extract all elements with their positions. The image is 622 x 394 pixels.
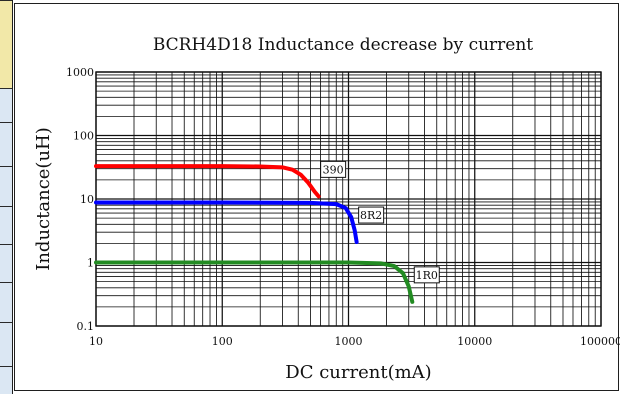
series-line [94, 260, 415, 304]
plot-border [95, 71, 602, 327]
strip-cell [0, 166, 12, 206]
series-label-box [320, 160, 347, 178]
series-line [94, 200, 359, 245]
strip-cell [0, 322, 12, 366]
strip-cell [0, 122, 12, 166]
strip-cell [0, 244, 12, 282]
x-tick-label: 10 [89, 335, 103, 348]
series-label: 390 [323, 163, 344, 176]
y-tick-label: 1000 [66, 66, 94, 79]
y-tick-label: 100 [73, 130, 94, 143]
strip-cell [0, 88, 12, 122]
y-tick-label: 1 [87, 257, 94, 270]
series-label-box [358, 206, 385, 224]
x-tick-label: 1000 [335, 335, 363, 348]
strip-cell [0, 206, 12, 244]
grid [95, 71, 602, 327]
x-tick-label: 10000 [457, 335, 492, 348]
x-axis-title: DC current(mA) [285, 362, 431, 383]
window-left-strip [0, 0, 13, 394]
chart-title: BCRH4D18 Inductance decrease by current [153, 35, 533, 55]
strip-cell [0, 366, 12, 394]
y-tick-label: 10 [80, 193, 94, 206]
series-line [94, 164, 321, 199]
y-tick-label: 0.1 [77, 320, 95, 333]
strip-cell [0, 0, 12, 88]
series-label-box [413, 266, 440, 284]
y-axis-title: Inductance(uH) [33, 127, 54, 271]
series-label: 8R2 [360, 209, 382, 222]
strip-cell [0, 282, 12, 322]
chart: BCRH4D18 Inductance decrease by current D… [33, 35, 620, 383]
chart-panel: BCRH4D18 Inductance decrease by current D… [14, 3, 620, 391]
x-tick-label: 100000 [580, 335, 620, 348]
x-tick-label: 100 [212, 335, 233, 348]
series-label: 1R0 [416, 269, 438, 282]
